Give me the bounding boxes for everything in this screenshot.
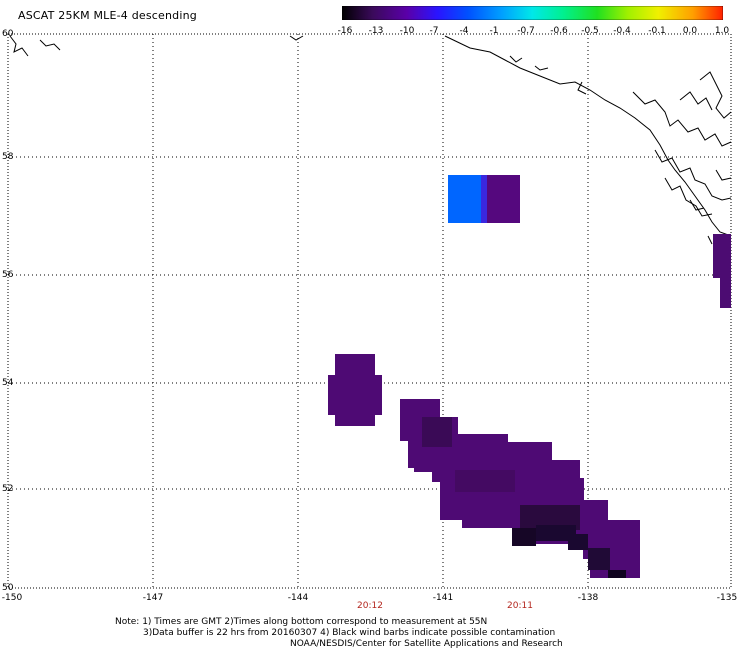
colorbar bbox=[342, 6, 723, 20]
lon-label: -144 bbox=[287, 593, 309, 603]
colorbar-label: -7 bbox=[429, 26, 439, 36]
colorbar-label: -0.7 bbox=[517, 26, 535, 36]
lon-label: -150 bbox=[1, 593, 23, 603]
lon-label: -141 bbox=[432, 593, 454, 603]
colorbar-label: 1.0 bbox=[714, 26, 730, 36]
footnote-line-3: NOAA/NESDIS/Center for Satellite Applica… bbox=[290, 639, 563, 649]
lat-label: 52 bbox=[2, 484, 14, 494]
data-swath-dark bbox=[422, 417, 626, 578]
lat-label: 56 bbox=[2, 270, 14, 280]
colorbar-label: -0.5 bbox=[581, 26, 599, 36]
colorbar-label: 0.0 bbox=[682, 26, 698, 36]
colorbar-label: -13 bbox=[368, 26, 384, 36]
colorbar-label: -1 bbox=[489, 26, 499, 36]
colorbar-label: -4 bbox=[459, 26, 469, 36]
lat-gridlines bbox=[8, 156, 731, 490]
data-swath-north bbox=[448, 175, 520, 223]
lat-label: 58 bbox=[2, 152, 14, 162]
colorbar-label: -0.6 bbox=[550, 26, 568, 36]
lat-label: 54 bbox=[2, 378, 14, 388]
colorbar-label: -10 bbox=[399, 26, 415, 36]
lon-label: -138 bbox=[577, 593, 599, 603]
colorbar-label: -0.4 bbox=[613, 26, 631, 36]
colorbar-label: -16 bbox=[337, 26, 353, 36]
time-label: 20:11 bbox=[507, 601, 533, 611]
time-label: 20:12 bbox=[357, 601, 383, 611]
footnote-line-1: Note: 1) Times are GMT 2)Times along bot… bbox=[115, 617, 488, 627]
map-title: ASCAT 25KM MLE-4 descending bbox=[18, 9, 197, 22]
data-swath-east bbox=[713, 234, 731, 308]
lat-label: 50 bbox=[2, 583, 14, 593]
data-swath-central bbox=[328, 354, 640, 578]
colorbar-labels: -16 -13 -10 -7 -4 -1 -0.7 -0.6 -0.5 -0.4… bbox=[330, 26, 740, 38]
lon-label: -147 bbox=[142, 593, 164, 603]
coastline bbox=[9, 35, 732, 245]
plot-frame bbox=[7, 33, 732, 589]
lon-label: -135 bbox=[716, 593, 738, 603]
lon-gridlines bbox=[152, 34, 589, 588]
footnote-line-2: 3)Data buffer is 22 hrs from 20160307 4)… bbox=[143, 628, 556, 638]
lat-label: 60 bbox=[2, 29, 14, 39]
colorbar-label: -0.1 bbox=[648, 26, 666, 36]
